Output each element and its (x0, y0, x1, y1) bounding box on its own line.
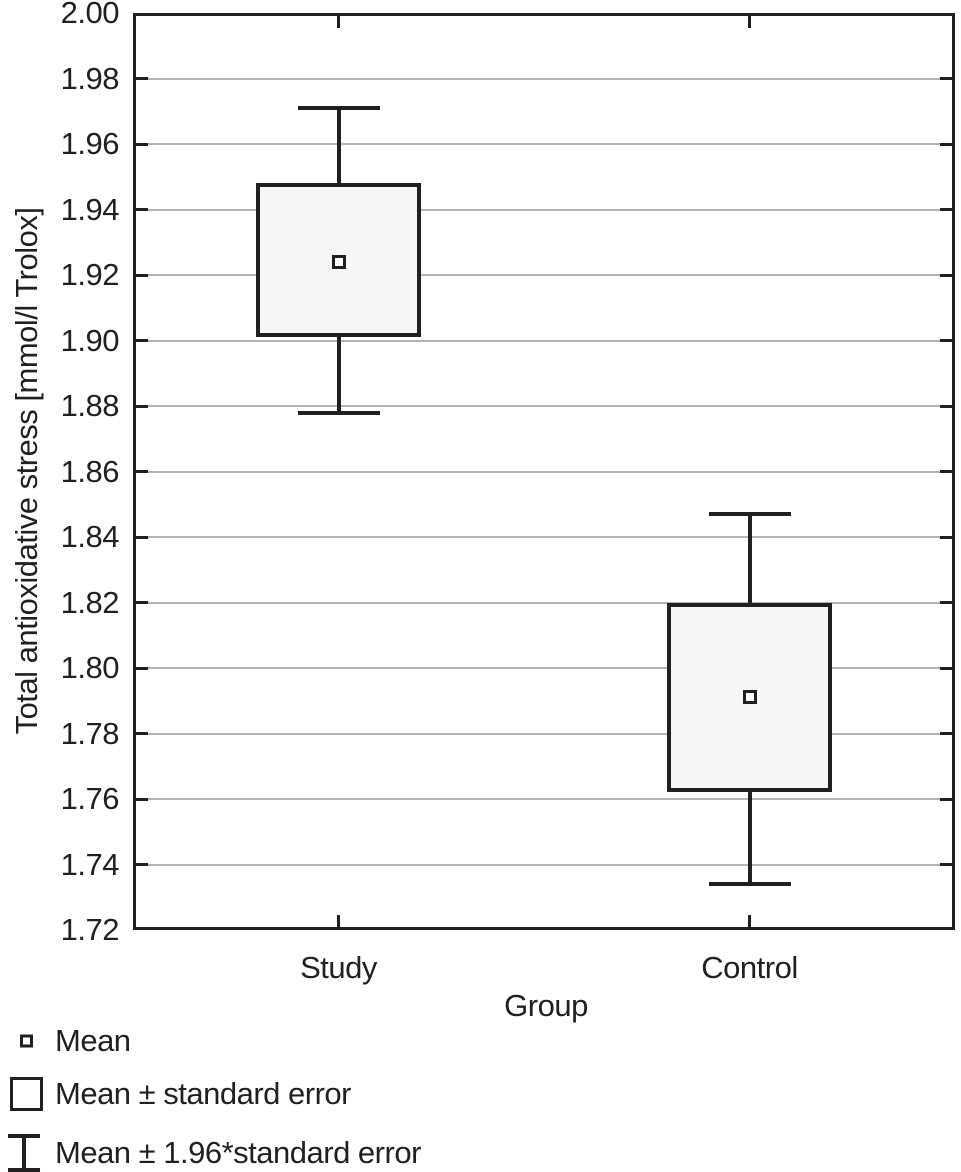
y-tick-right (940, 732, 952, 735)
gridline (136, 339, 952, 342)
y-tick-right (940, 535, 952, 539)
y-tick-label: 1.86 (60, 453, 120, 489)
y-tick-left (136, 797, 148, 801)
x-tick-label-control: Control (701, 950, 798, 985)
x-tick-top (748, 16, 751, 28)
y-tick-label: 1.90 (60, 322, 120, 358)
legend-item-ci-whisker: Mean ± 1.96*standard error (0, 1133, 560, 1172)
se-box-icon (10, 1077, 43, 1111)
y-tick-left (136, 77, 148, 80)
y-tick-right (940, 208, 952, 211)
y-tick-left (136, 404, 148, 408)
y-axis-title: Total antioxidative stress [mmol/l Trolo… (9, 207, 44, 735)
y-tick-label: 1.76 (60, 781, 120, 816)
y-tick-label: 1.74 (60, 846, 120, 882)
y-tick-label: 2.00 (60, 0, 120, 30)
gridline (136, 536, 952, 538)
y-tick-label: 1.94 (60, 191, 120, 227)
y-tick-left (136, 535, 148, 539)
x-axis-title: Group (504, 988, 588, 1023)
y-tick-label: 1.78 (60, 715, 120, 751)
legend-label-ci-whisker: Mean ± 1.96*standard error (55, 1135, 421, 1170)
y-tick-left (136, 142, 148, 146)
legend-item-mean: Mean (0, 1021, 560, 1061)
y-tick-left (136, 470, 148, 473)
x-tick-label-study: Study (300, 950, 377, 985)
y-tick-left (136, 601, 148, 604)
y-tick-label: 1.72 (60, 912, 120, 947)
gridline (136, 274, 952, 276)
y-tick-right (940, 601, 952, 604)
y-tick-label: 1.92 (60, 257, 120, 292)
whisker-cap-bottom-control (708, 882, 791, 887)
plot-frame (133, 13, 955, 930)
x-tick-bottom (748, 915, 751, 927)
y-tick-right (940, 142, 952, 146)
y-tick-label: 1.88 (60, 388, 120, 423)
y-tick-label: 1.82 (60, 584, 120, 620)
legend-item-se-box: Mean ± standard error (0, 1074, 560, 1114)
y-tick-right (940, 273, 952, 277)
gridline (136, 863, 952, 866)
gridline (136, 798, 952, 800)
y-tick-label: 1.84 (60, 519, 120, 554)
y-tick-right (940, 470, 952, 473)
y-tick-left (136, 732, 148, 735)
y-tick-left (136, 863, 148, 866)
y-tick-label: 1.80 (60, 650, 120, 685)
legend-label-mean: Mean (55, 1023, 131, 1058)
x-tick-top (337, 16, 340, 28)
mean-marker-control (742, 690, 757, 705)
gridline (136, 77, 952, 80)
y-tick-label: 1.98 (60, 60, 120, 96)
whisker-cap-bottom-study (297, 410, 380, 415)
y-tick-right (940, 404, 952, 408)
gridline (136, 470, 952, 473)
y-tick-left (136, 339, 148, 342)
y-tick-right (940, 339, 952, 342)
mean-marker-study (331, 254, 346, 269)
y-tick-right (940, 863, 952, 866)
x-tick-bottom (337, 915, 340, 927)
y-tick-right (940, 797, 952, 801)
y-tick-label: 1.96 (60, 126, 120, 161)
y-tick-left (136, 273, 148, 277)
y-tick-left (136, 666, 148, 670)
whisker-cap-top-study (297, 105, 380, 110)
ci-whisker-icon (8, 1134, 40, 1172)
y-tick-left (136, 208, 148, 211)
gridline (136, 601, 952, 604)
whisker-cap-top-control (708, 512, 791, 517)
y-tick-right (940, 77, 952, 80)
gridline (136, 208, 952, 211)
legend-label-se-box: Mean ± standard error (55, 1076, 352, 1111)
gridline (136, 405, 952, 407)
gridline (136, 143, 952, 145)
gridline (136, 667, 952, 669)
gridline (136, 732, 952, 735)
y-tick-right (940, 666, 952, 670)
mean-marker-icon (20, 1034, 33, 1048)
